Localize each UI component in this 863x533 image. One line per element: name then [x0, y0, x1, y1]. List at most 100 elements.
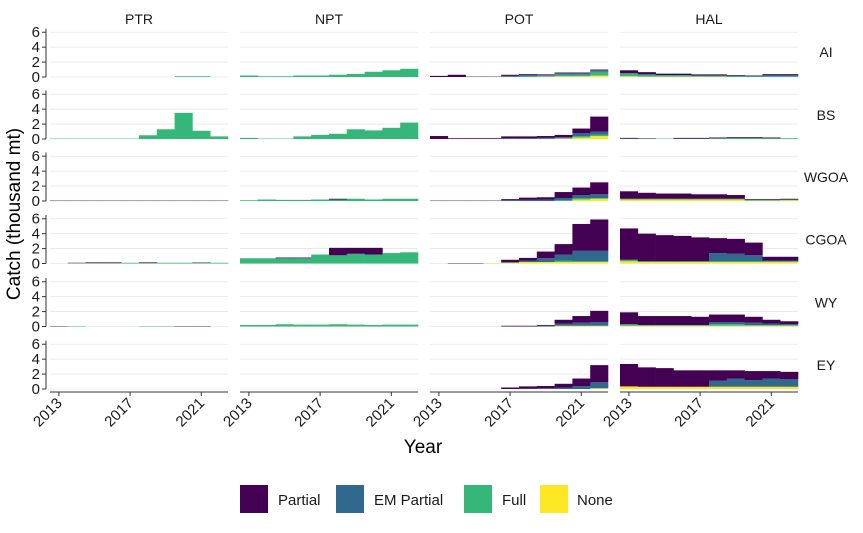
x-tick-label: 2021 [363, 395, 399, 431]
bar-partial-2016 [673, 193, 692, 199]
bar-full-2013 [240, 200, 259, 201]
y-tick-label: 2 [32, 178, 40, 195]
bar-full-2017 [691, 198, 710, 200]
bar-partial-2020 [554, 244, 573, 255]
bar-full-2018 [709, 261, 728, 263]
bar-full-2015 [655, 325, 674, 326]
bar-partial-2015 [655, 73, 674, 76]
bar-partial-2021 [572, 187, 591, 196]
bar-partial-2013 [620, 70, 639, 74]
bar-none-2019 [726, 199, 745, 201]
bar-partial-2014 [637, 367, 656, 387]
bar-partial-2021 [762, 371, 781, 379]
legend-swatch [240, 485, 268, 513]
bar-partial-2019 [726, 238, 745, 254]
bar-full-2013 [240, 75, 259, 77]
bar-none-2022 [590, 325, 609, 327]
bar-partial-2019 [726, 314, 745, 323]
y-tick-label: 4 [32, 226, 40, 243]
bar-partial-2013 [620, 228, 639, 260]
panel-ptr-ai [50, 31, 228, 78]
bar-full-2017 [121, 262, 140, 264]
bar-full-2019 [726, 198, 745, 200]
bar-em-partial-2019 [536, 75, 555, 76]
bar-partial-2021 [762, 256, 781, 261]
bar-full-2017 [311, 134, 330, 139]
panel-npt-ai [240, 31, 419, 78]
bar-full-2018 [329, 74, 348, 77]
bar-partial-2014 [637, 72, 656, 75]
bar-none-2020 [554, 325, 573, 327]
bar-partial-2018 [709, 370, 728, 381]
bar-partial-2014 [447, 74, 466, 77]
bar-partial-2022 [590, 116, 609, 132]
x-tick-label: 2017 [101, 395, 137, 431]
bar-partial-2017 [501, 259, 520, 263]
bar-em-partial-2020 [554, 198, 573, 201]
x-tick-label: 2021 [553, 395, 589, 431]
bar-partial-2019 [726, 370, 745, 379]
bar-partial-2017 [691, 74, 710, 76]
bar-full-2017 [311, 199, 330, 201]
bar-partial-2019 [536, 325, 555, 326]
bar-none-2018 [709, 386, 728, 389]
bar-full-2022 [400, 198, 419, 201]
panel-hal-ey [620, 343, 799, 390]
bar-em-partial-2021 [572, 133, 591, 137]
bar-full-2019 [346, 253, 365, 264]
bar-partial-2021 [572, 223, 591, 251]
panel-hal-wy [620, 281, 799, 327]
bar-full-2022 [590, 198, 609, 199]
y-tick-label: 4 [32, 39, 40, 56]
bar-partial-2020 [744, 242, 763, 256]
bar-full-2018 [709, 324, 728, 326]
bar-partial-2022 [780, 256, 799, 261]
bar-em-partial-2017 [501, 262, 520, 263]
bar-full-2014 [257, 258, 276, 264]
bar-partial-2016 [293, 257, 312, 259]
bar-none-2020 [744, 386, 763, 389]
bar-full-2022 [780, 261, 799, 263]
bar-none-2017 [501, 262, 520, 264]
bar-none-2019 [726, 325, 745, 327]
bar-partial-2019 [346, 247, 365, 254]
bar-none-2020 [554, 76, 573, 77]
bar-none-2021 [572, 199, 591, 201]
facet-strip-labels: PTR NPT POT HAL AI BS WGOA CGOA WY EY [125, 11, 849, 373]
bar-none-2014 [637, 262, 656, 264]
strip-label-ptr: PTR [125, 11, 153, 27]
bar-partial-2022 [780, 198, 799, 200]
bar-none-2018 [709, 199, 728, 201]
bar-partial-2015 [655, 316, 674, 326]
bar-partial-2018 [329, 247, 348, 256]
bar-partial-2020 [744, 371, 763, 381]
bar-partial-2020 [554, 72, 573, 74]
bar-partial-2020 [554, 192, 573, 199]
bar-em-partial-2018 [519, 260, 538, 263]
bar-em-partial-2020 [554, 323, 573, 326]
bar-full-2015 [275, 199, 294, 201]
bar-em-partial-2019 [536, 388, 555, 389]
bar-partial-2020 [554, 383, 573, 388]
bar-full-2022 [780, 199, 799, 201]
bar-none-2017 [691, 199, 710, 201]
bar-full-2016 [293, 258, 312, 264]
bar-em-partial-2017 [501, 138, 520, 139]
y-tick-label: 6 [32, 148, 40, 165]
panel-pot-bs [430, 93, 609, 140]
bar-full-2022 [400, 122, 419, 139]
bar-em-partial-2020 [554, 387, 573, 389]
panel-npt-bs [240, 93, 419, 140]
bar-full-2014 [257, 76, 276, 77]
bar-none-2015 [655, 199, 674, 201]
bar-full-2019 [536, 75, 555, 77]
bar-partial-2013 [430, 75, 449, 77]
bar-em-partial-2021 [572, 250, 591, 262]
bar-full-2016 [673, 261, 692, 263]
bar-full-2022 [590, 261, 609, 263]
bar-partial-2021 [572, 378, 591, 387]
bar-em-partial-2020 [554, 254, 573, 261]
bar-em-partial-2022 [590, 194, 609, 199]
bar-partial-2018 [519, 257, 538, 261]
bar-none-2021 [762, 386, 781, 389]
